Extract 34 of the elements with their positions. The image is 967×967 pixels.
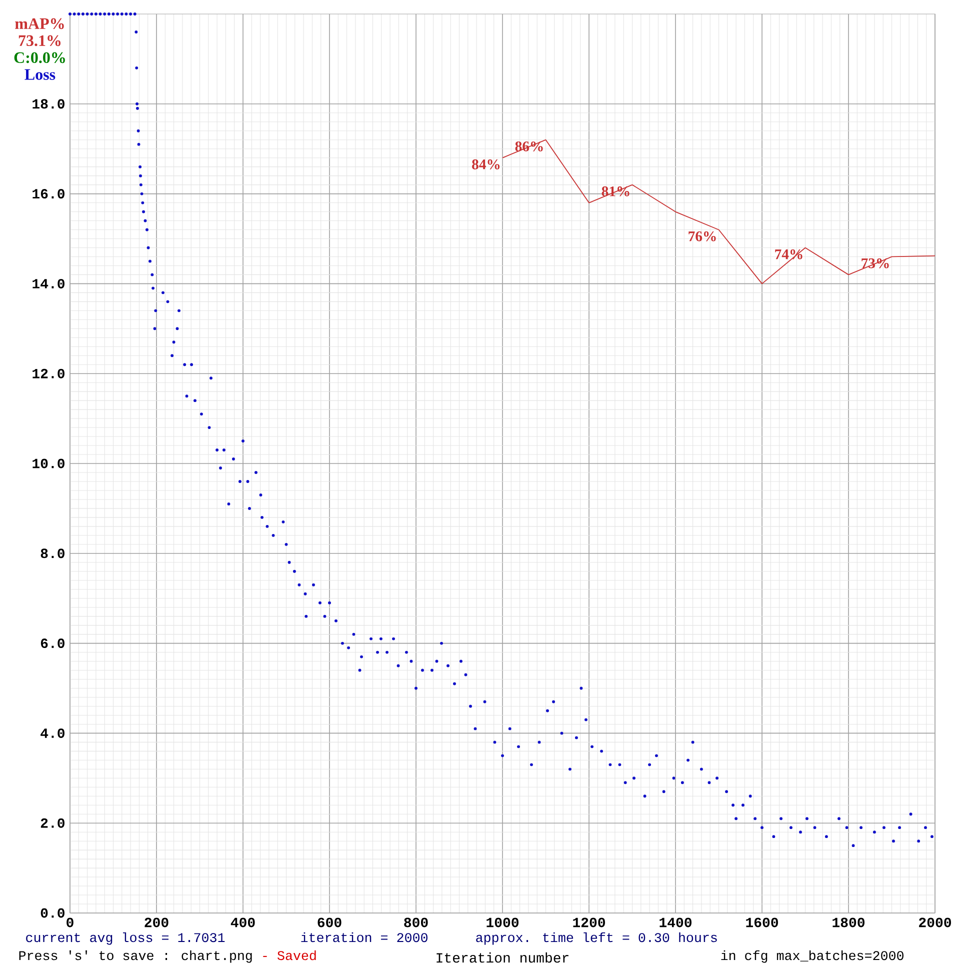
x-tick-label: 1000	[486, 918, 518, 928]
x-tick-label: 0	[66, 918, 74, 928]
x-tick-label: 2000	[919, 918, 951, 928]
x-tick-label: 200	[144, 918, 168, 928]
x-axis-title: Iteration number	[436, 952, 568, 963]
y-tick-label: 14.0	[32, 278, 64, 288]
y-tick-label: 12.0	[32, 368, 64, 378]
text: approx. time left = 0.30 hours	[476, 932, 717, 945]
text: Loss	[24, 69, 56, 80]
text: C:0.0%	[14, 52, 65, 64]
y-tick-label: 6.0	[40, 638, 64, 648]
y-tick-label: 18.0	[32, 99, 64, 109]
text: current avg loss = 1.7031	[26, 932, 225, 945]
x-tick-label: 1400	[660, 918, 692, 928]
x-tick-label: 400	[230, 918, 255, 928]
y-tick-label: 8.0	[40, 548, 64, 558]
text: 73.1%	[18, 35, 60, 46]
x-tick-label: 1600	[746, 918, 778, 928]
text: mAP%	[15, 18, 64, 30]
text: iteration = 2000	[301, 932, 428, 942]
y-tick-label: 0.0	[40, 908, 64, 918]
x-tick-label: 800	[404, 918, 428, 928]
text: - Saved	[263, 950, 316, 960]
y-tick-label: 10.0	[32, 458, 64, 468]
text: in cfg max_batches=2000	[721, 950, 904, 963]
x-tick-label: 600	[318, 918, 342, 928]
x-tick-label: 1800	[832, 918, 864, 928]
x-tick-label: 1200	[573, 918, 605, 928]
y-tick-label: 4.0	[40, 728, 64, 738]
y-tick-label: 16.0	[32, 189, 64, 199]
data-label: 84%	[472, 159, 500, 170]
data-label: 76%	[688, 231, 716, 242]
text: Press 's' to save : chart.png	[19, 950, 252, 963]
y-tick-label: 2.0	[40, 818, 64, 828]
